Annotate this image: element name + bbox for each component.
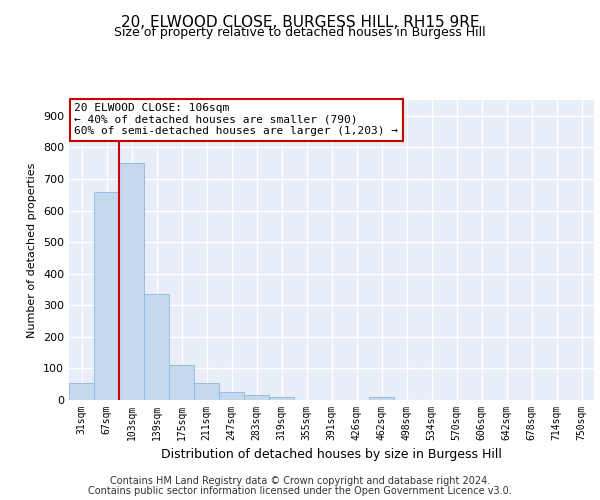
Y-axis label: Number of detached properties: Number of detached properties bbox=[28, 162, 37, 338]
Bar bbox=[219, 392, 244, 400]
Bar bbox=[94, 192, 119, 400]
Bar bbox=[169, 366, 194, 400]
Bar bbox=[144, 294, 169, 400]
Bar bbox=[369, 397, 394, 400]
Text: Contains HM Land Registry data © Crown copyright and database right 2024.: Contains HM Land Registry data © Crown c… bbox=[110, 476, 490, 486]
Bar bbox=[119, 163, 144, 400]
X-axis label: Distribution of detached houses by size in Burgess Hill: Distribution of detached houses by size … bbox=[161, 448, 502, 462]
Text: Contains public sector information licensed under the Open Government Licence v3: Contains public sector information licen… bbox=[88, 486, 512, 496]
Bar bbox=[244, 396, 269, 400]
Text: 20, ELWOOD CLOSE, BURGESS HILL, RH15 9RE: 20, ELWOOD CLOSE, BURGESS HILL, RH15 9RE bbox=[121, 15, 479, 30]
Bar bbox=[269, 397, 294, 400]
Bar bbox=[69, 382, 94, 400]
Text: Size of property relative to detached houses in Burgess Hill: Size of property relative to detached ho… bbox=[114, 26, 486, 39]
Bar bbox=[194, 382, 219, 400]
Text: 20 ELWOOD CLOSE: 106sqm
← 40% of detached houses are smaller (790)
60% of semi-d: 20 ELWOOD CLOSE: 106sqm ← 40% of detache… bbox=[74, 103, 398, 136]
